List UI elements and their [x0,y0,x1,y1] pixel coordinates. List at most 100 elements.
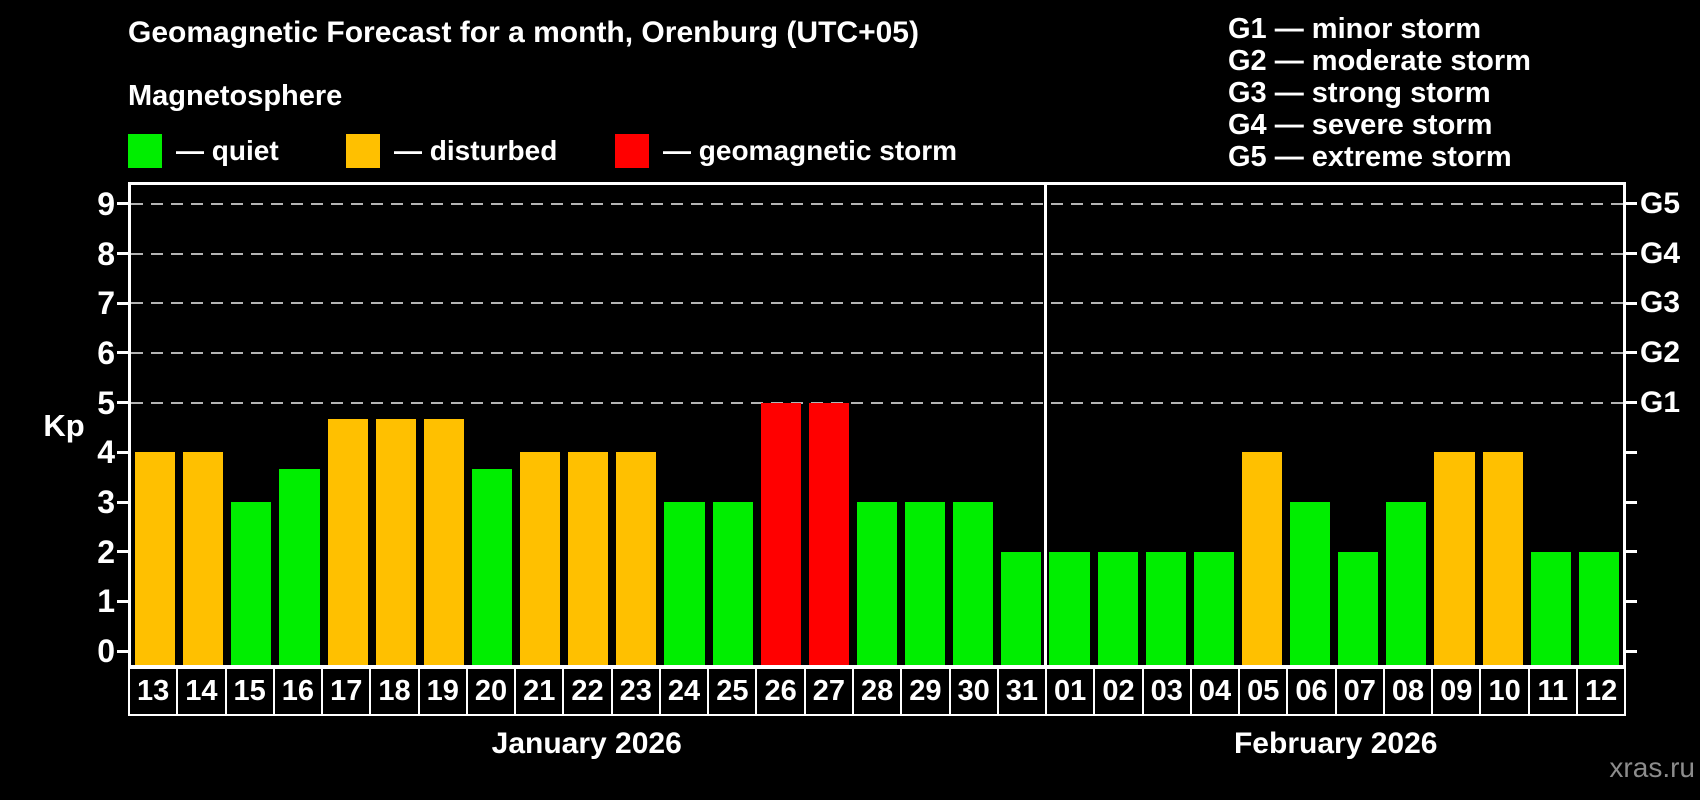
disturbed-swatch [346,134,380,168]
day-label-25: 25 [709,669,758,714]
gridline-kp8 [131,252,1623,255]
legend-label-quiet: — quiet [176,135,279,166]
g-axis-label-G2: G2 [1640,335,1681,369]
y-axis-tick-left [117,649,128,653]
kp-bar-day-24 [664,502,705,665]
kp-bar-day-05 [1241,452,1283,665]
gridline-kp7 [131,302,1623,305]
legend-label-disturbed: — disturbed [394,135,558,166]
y-axis-tick-left [117,252,128,256]
day-label-21: 21 [516,669,565,714]
g-legend-line-3: G3 — strong storm [1228,77,1491,109]
day-label-07: 07 [1337,669,1385,714]
y-tick-label-4: 4 [97,434,115,471]
kp-bar-day-03 [1145,551,1186,665]
g-axis-label-G3: G3 [1640,286,1681,320]
y-axis-tick-left [117,550,128,554]
month-divider [1043,185,1047,665]
gridline-kp6 [131,351,1623,354]
y-axis-tick-right [1626,500,1637,504]
y-axis-tick-left [117,301,128,305]
g-legend-line-1: G1 — minor storm [1228,13,1481,45]
day-label-20: 20 [468,669,517,714]
kp-bar-day-22 [568,452,609,665]
y-tick-label-2: 2 [97,533,115,570]
g-axis-label-G5: G5 [1640,186,1681,220]
magnetosphere-label: Magnetosphere [128,80,343,112]
kp-axis-label: Kp [43,408,85,443]
day-label-12: 12 [1584,675,1618,707]
y-axis-tick-right [1626,649,1637,653]
kp-bar-day-14 [183,452,224,665]
y-axis-tick-right [1626,401,1637,405]
kp-bar-day-20 [471,468,513,665]
chart-title: Geomagnetic Forecast for a month, Orenbu… [128,16,919,49]
y-axis-tick-right [1626,252,1637,256]
kp-bar-day-15 [231,502,272,665]
kp-bar-day-31 [1001,551,1042,665]
kp-bar-day-17 [327,419,368,665]
kp-bar-day-08 [1386,502,1427,665]
day-label-09: 09 [1433,669,1482,714]
g-axis-label-G1: G1 [1640,385,1681,419]
day-label-29: 29 [902,669,951,714]
y-tick-label-5: 5 [97,384,115,421]
kp-bar-day-25 [712,502,753,665]
day-label-13: 13 [130,669,179,714]
kp-bar-day-06 [1290,502,1331,665]
day-label-31: 31 [999,669,1048,714]
kp-bar-day-11 [1530,551,1571,665]
kp-bar-day-04 [1193,551,1234,665]
g-legend-line-5: G5 — extreme storm [1228,141,1512,173]
y-axis-tick-right [1626,351,1637,355]
day-label-02: 02 [1095,669,1144,714]
y-axis-tick-right [1626,550,1637,554]
day-label-11: 11 [1530,669,1578,714]
kp-bar-day-12 [1578,551,1619,665]
y-tick-label-7: 7 [97,285,115,322]
day-label-14: 14 [178,669,227,714]
quiet-swatch [128,134,162,168]
kp-bar-day-09 [1434,452,1475,665]
kp-bar-day-10 [1482,452,1523,665]
y-tick-label-0: 0 [97,633,115,670]
storm-swatch [615,134,649,168]
day-label-23: 23 [613,669,661,714]
day-label-15: 15 [227,669,275,714]
day-axis: 13 14 15 16 17 18 19 20 21 22 23 24 25 26 27 28 29 30 31 01… [128,667,1626,716]
day-label-08: 08 [1385,669,1434,714]
day-label-10: 10 [1481,669,1530,714]
y-tick-label-3: 3 [97,484,115,521]
legend-item-quiet: — quiet [128,133,279,169]
y-axis-tick-left [117,401,128,405]
kp-bar-day-07 [1338,551,1379,665]
y-axis-tick-right [1626,450,1637,454]
kp-bar-day-18 [375,419,416,665]
kp-bar-day-02 [1097,551,1138,665]
day-label-24: 24 [661,669,710,714]
kp-bar-day-21 [520,452,561,665]
day-label-19: 19 [420,669,468,714]
day-label-17: 17 [323,669,372,714]
y-axis-tick-right [1626,599,1637,603]
y-tick-label-9: 9 [97,185,115,222]
month-label-february: February 2026 [1233,727,1438,760]
kp-bar-day-27 [808,402,849,665]
g-legend-line-4: G4 — severe storm [1228,109,1493,141]
day-label-28: 28 [854,669,903,714]
day-label-04: 04 [1192,669,1241,714]
kp-bar-day-13 [135,452,176,665]
legend-label-storm: — geomagnetic storm [663,135,958,166]
day-label-22: 22 [564,669,613,714]
kp-bar-day-19 [423,419,464,665]
plot-area [128,182,1626,668]
y-axis-tick-left [117,351,128,355]
day-label-01: 01 [1047,669,1096,714]
day-label-30: 30 [951,669,999,714]
day-label-06: 06 [1288,669,1337,714]
kp-bar-day-01 [1049,551,1090,665]
kp-bar-day-29 [905,502,946,665]
day-label-18: 18 [371,669,420,714]
y-axis-tick-left [117,202,128,206]
